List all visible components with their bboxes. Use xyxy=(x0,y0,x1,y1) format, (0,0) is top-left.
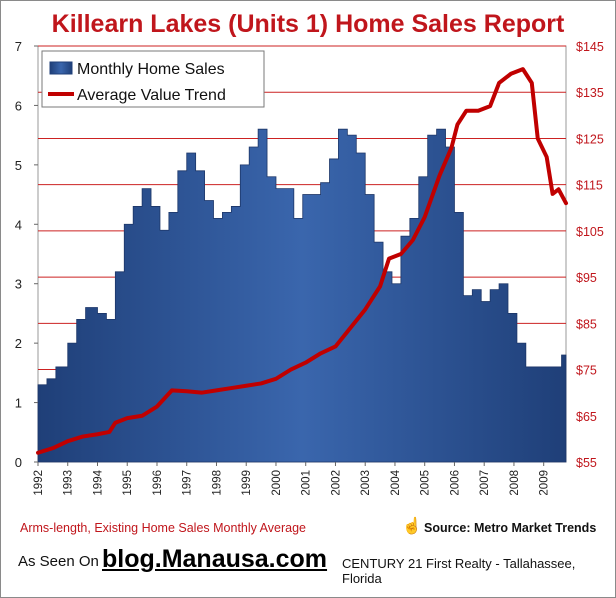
trend-line xyxy=(36,67,568,455)
y-left-tick-label: 4 xyxy=(15,217,22,232)
x-tick-label: 2003 xyxy=(360,470,372,496)
x-tick-label: 1995 xyxy=(122,470,134,496)
y-right-tick-label: $75 xyxy=(576,364,597,378)
y-left-tick-label: 3 xyxy=(15,277,22,292)
as-seen-on: As Seen On xyxy=(18,553,99,570)
x-tick-label: 2004 xyxy=(390,469,402,495)
x-tick-label: 1994 xyxy=(92,469,104,495)
x-tick-label: 2009 xyxy=(539,470,551,496)
source-credit: Source: Metro Market Trends xyxy=(424,521,597,535)
x-tick-label: 1992 xyxy=(33,470,45,496)
y-right-tick-label: $105 xyxy=(576,225,604,239)
x-tick-label: 1993 xyxy=(63,470,75,496)
x-tick-label: 1998 xyxy=(211,470,223,496)
y-right-tick-label: $125 xyxy=(576,132,604,146)
y-axis-right: $55 $65 $75 $85 $95 $105 $115 $125 $135 $145 xyxy=(576,40,604,470)
legend-label-sales: Monthly Home Sales xyxy=(77,61,225,78)
footer-note: Arms-length, Existing Home Sales Monthly… xyxy=(20,521,307,535)
chart-title: Killearn Lakes (Units 1) Home Sales Repo… xyxy=(52,10,565,38)
legend-swatch-sales xyxy=(49,61,73,75)
series-monthly-home-sales xyxy=(37,128,567,463)
y-left-tick-label: 6 xyxy=(15,98,22,113)
y-left-tick-label: 2 xyxy=(15,336,22,351)
x-tick-label: 1999 xyxy=(241,470,253,496)
y-left-tick-label: 5 xyxy=(15,158,22,173)
y-right-tick-label: $115 xyxy=(576,179,603,193)
x-tick-label: 2001 xyxy=(301,470,313,496)
brokerage-credit: CENTURY 21 First Realty - Tallahassee, F… xyxy=(342,556,576,586)
x-tick-label: 1997 xyxy=(182,470,194,496)
x-axis: 1992 1993 1994 1995 1996 1997 1998 1999 2000 2001… xyxy=(33,462,551,496)
y-right-tick-label: $145 xyxy=(576,40,604,54)
y-right-tick-label: $55 xyxy=(576,456,597,470)
x-tick-label: 2000 xyxy=(271,470,283,496)
y-right-tick-label: $95 xyxy=(576,271,597,285)
x-tick-label: 2005 xyxy=(420,470,432,496)
y-left-tick-label: 0 xyxy=(15,455,22,470)
series-average-value-trend xyxy=(36,67,568,455)
y-left-tick-label: 1 xyxy=(15,396,22,411)
legend-label-trend: Average Value Trend xyxy=(77,87,226,104)
x-tick-label: 2006 xyxy=(449,470,461,496)
y-right-tick-label: $135 xyxy=(576,86,604,100)
x-tick-label: 2007 xyxy=(479,470,491,496)
legend: Monthly Home Sales Average Value Trend xyxy=(41,50,265,108)
y-axis-left: 0 1 2 3 4 5 6 7 xyxy=(15,39,38,470)
x-tick-label: 2008 xyxy=(509,470,521,496)
y-right-tick-label: $65 xyxy=(576,410,597,424)
x-tick-label: 1996 xyxy=(152,470,164,496)
pointing-hand-icon: ☝ xyxy=(402,518,422,535)
y-right-tick-label: $85 xyxy=(576,317,597,331)
y-left-tick-label: 7 xyxy=(15,39,22,54)
x-tick-label: 2002 xyxy=(330,470,342,496)
blog-link[interactable]: blog.Manausa.com xyxy=(102,545,328,573)
sales-area xyxy=(37,128,567,463)
